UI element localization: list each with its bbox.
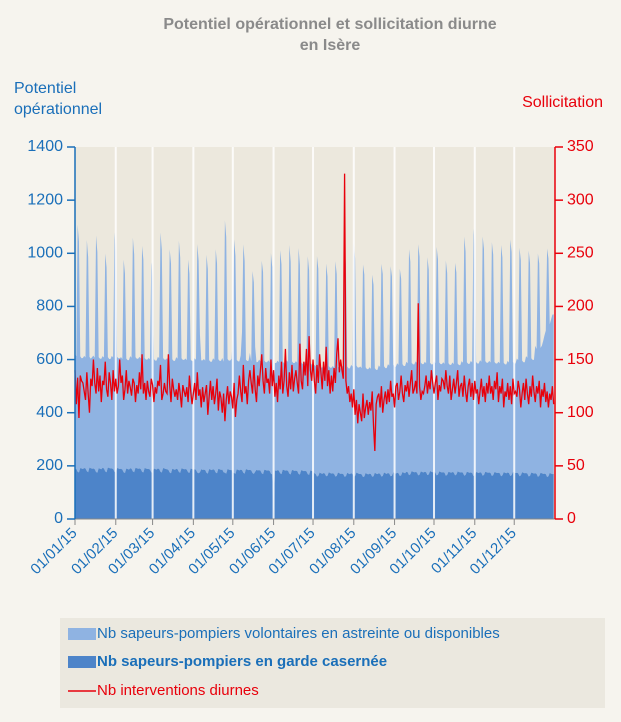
y-tick-label: 1400 xyxy=(27,138,63,155)
y2-tick-label: 100 xyxy=(567,404,594,421)
chart-title: Potentiel opérationnel et sollicitation … xyxy=(163,16,496,33)
y2-tick-label: 300 xyxy=(567,191,594,208)
area-garde xyxy=(75,467,554,519)
legend-label: Nb interventions diurnes xyxy=(97,682,259,699)
y-axis-title: opérationnel xyxy=(14,101,102,118)
legend-label: Nb sapeurs-pompiers en garde casernée xyxy=(97,653,387,670)
legend-swatch xyxy=(68,656,96,668)
y-tick-label: 800 xyxy=(36,298,63,315)
y2-tick-label: 0 xyxy=(567,510,576,527)
y-tick-label: 1200 xyxy=(27,191,63,208)
legend xyxy=(60,618,605,708)
y-axis-title: Potentiel xyxy=(14,80,76,97)
y-tick-label: 400 xyxy=(36,404,63,421)
line-interventions xyxy=(74,173,555,452)
legend-swatch xyxy=(68,628,96,640)
y-tick-label: 0 xyxy=(54,510,63,527)
y2-tick-label: 250 xyxy=(567,245,594,262)
chart-title: en Isère xyxy=(300,37,361,54)
y2-tick-label: 150 xyxy=(567,351,594,368)
y2-tick-label: 350 xyxy=(567,138,594,155)
y-tick-label: 200 xyxy=(36,457,63,474)
y-tick-label: 1000 xyxy=(27,245,63,262)
y2-tick-label: 50 xyxy=(567,457,585,474)
y2-axis-title: Sollicitation xyxy=(522,94,603,111)
y-tick-label: 600 xyxy=(36,351,63,368)
legend-label: Nb sapeurs-pompiers volontaires en astre… xyxy=(97,625,500,642)
y2-tick-label: 200 xyxy=(567,298,594,315)
